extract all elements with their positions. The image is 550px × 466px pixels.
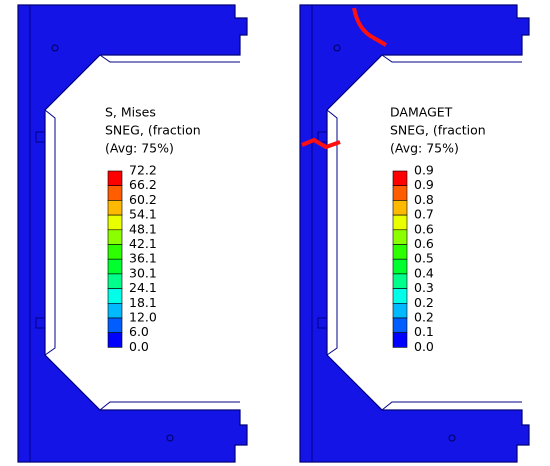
legend-label: 30.1 [129, 265, 157, 280]
legend-label: 0.6 [414, 236, 434, 251]
legend-label: 60.2 [129, 192, 157, 207]
legend: S, Mises SNEG, (fraction (Avg: 75%) 72.266.… [105, 105, 201, 354]
legend-label: 0.3 [414, 280, 434, 295]
legend-label: 66.2 [129, 177, 157, 192]
hole [448, 434, 456, 442]
legend-label: 18.1 [129, 295, 157, 310]
legend-swatch [392, 170, 408, 186]
legend-title: SNEG, (fraction [390, 123, 486, 138]
legend-swatch [107, 185, 123, 201]
legend-swatch [107, 258, 123, 275]
legend-label: 42.1 [129, 236, 157, 251]
legend-swatch [107, 229, 123, 245]
legend-label: 0.2 [414, 295, 434, 310]
legend-swatch [392, 244, 408, 260]
legend-label: 0.2 [414, 310, 434, 325]
legend-label: 12.0 [129, 310, 157, 325]
legend-label: 0.0 [414, 339, 434, 354]
notch [35, 131, 46, 143]
hole [51, 44, 59, 52]
notch [317, 131, 328, 143]
legend-label: 0.4 [414, 265, 434, 280]
legend-swatch [107, 332, 123, 348]
legend-title: (Avg: 75%) [390, 141, 459, 156]
legend-swatch [392, 200, 408, 216]
legend-label: 54.1 [129, 207, 157, 222]
legend-label: 0.5 [414, 251, 434, 266]
legend-title: DAMAGET [390, 105, 453, 120]
hole [333, 44, 341, 52]
legend-label: 0.9 [414, 177, 434, 192]
legend-title: SNEG, (fraction [105, 123, 201, 138]
legend-label: 36.1 [129, 251, 157, 266]
legend-swatch [392, 273, 408, 289]
legend-swatch [392, 258, 408, 275]
legend-swatch [107, 200, 123, 216]
notch [317, 317, 328, 329]
legend-label: 0.8 [414, 192, 434, 207]
legend-swatch [392, 185, 408, 201]
legend-swatch [392, 317, 408, 333]
notch [35, 317, 46, 329]
damage-zone [352, 7, 388, 47]
damage-zone [301, 137, 341, 150]
legend-swatch [392, 332, 408, 348]
legend-label: 24.1 [129, 280, 157, 295]
legend-label: 48.1 [129, 221, 157, 236]
legend-swatch [107, 244, 123, 260]
legend-label: 0.6 [414, 221, 434, 236]
panel [299, 4, 530, 463]
legend-swatch [107, 273, 123, 289]
legend-swatch [107, 214, 123, 231]
legend-swatch [392, 229, 408, 245]
legend-swatch [107, 302, 123, 319]
part-edge [29, 5, 240, 462]
legend-label: 0.9 [414, 163, 434, 178]
legend-label: 72.2 [129, 163, 157, 178]
legend-label: 0.7 [414, 207, 434, 222]
part-edge [311, 5, 522, 462]
legend-label: 0.1 [414, 324, 434, 339]
legend-label: 0.0 [129, 339, 149, 354]
legend-title: (Avg: 75%) [105, 141, 174, 156]
legend-swatch [392, 302, 408, 319]
hole [166, 434, 174, 442]
legend-swatch [107, 170, 123, 186]
legend-swatch [392, 288, 408, 304]
panel [17, 4, 248, 463]
legend-label: 6.0 [129, 324, 149, 339]
legend-swatch [392, 214, 408, 231]
legend-swatch [107, 288, 123, 304]
legend-title: S, Mises [105, 105, 156, 120]
legend-swatch [107, 317, 123, 333]
